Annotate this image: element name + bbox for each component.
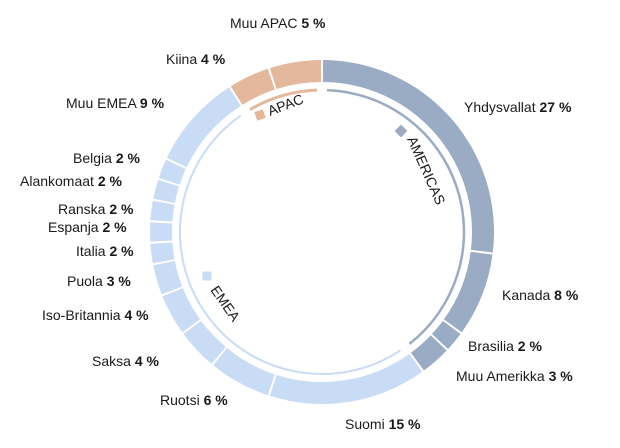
- slice-label-muu-amerikka: Muu Amerikka 3 %: [456, 368, 573, 384]
- slice-puola: [153, 261, 183, 295]
- slice-label-italia: Italia 2 %: [76, 243, 134, 259]
- slice-label-kiina: Kiina 4 %: [166, 51, 226, 67]
- slice-belgia: [158, 159, 186, 185]
- slice-label-name: Muu APAC: [230, 15, 301, 31]
- slice-label-ruotsi: Ruotsi 6 %: [160, 392, 228, 408]
- slice-label-name: Italia: [76, 243, 109, 259]
- slice-label-value: 3 %: [549, 368, 574, 384]
- slice-espanja: [149, 222, 173, 242]
- slice-label-value: 2 %: [98, 173, 123, 189]
- slice-label-name: Iso-Britannia: [42, 307, 124, 323]
- slice-muu-apac: [269, 60, 322, 90]
- slice-label-name: Suomi: [345, 416, 389, 432]
- region-label-emea: EMEA: [208, 283, 244, 325]
- slice-label-name: Yhdysvallat: [464, 99, 539, 115]
- slice-label-value: 8 %: [554, 287, 579, 303]
- slice-iso-britannia: [162, 288, 201, 333]
- slice-label-kanada: Kanada 8 %: [502, 287, 579, 303]
- slice-label-name: Saksa: [92, 353, 135, 369]
- slice-label-value: 4 %: [201, 51, 226, 67]
- slice-label-muu-apac: Muu APAC 5 %: [230, 15, 326, 31]
- slice-label-value: 2 %: [102, 219, 127, 235]
- slice-ranska: [150, 200, 175, 222]
- slice-label-name: Muu Amerikka: [456, 368, 549, 384]
- slice-label-iso-britannia: Iso-Britannia 4 %: [42, 307, 149, 323]
- slice-label-saksa: Saksa 4 %: [92, 353, 159, 369]
- slice-muu-amerikka: [410, 335, 447, 371]
- region-label-americas: AMERICAS: [404, 134, 448, 207]
- slice-label-name: Muu EMEA: [66, 95, 140, 111]
- slice-label-value: 2 %: [109, 201, 134, 217]
- slice-label-value: 5 %: [301, 15, 326, 31]
- slice-kiina: [230, 68, 275, 105]
- slice-group: [149, 60, 494, 405]
- slice-label-name: Espanja: [48, 219, 102, 235]
- slice-label-muu-emea: Muu EMEA 9 %: [66, 95, 165, 111]
- region-marker-americas: [394, 124, 408, 138]
- slice-label-name: Puola: [67, 273, 107, 289]
- slice-label-value: 4 %: [135, 353, 160, 369]
- slice-suomi: [269, 353, 423, 405]
- slice-yhdysvallat: [322, 60, 494, 253]
- slice-italia: [150, 242, 175, 264]
- region-marker-apac: [254, 109, 266, 121]
- slice-label-value: 9 %: [140, 95, 165, 111]
- slice-alankomaat: [153, 179, 180, 203]
- slice-label-value: 6 %: [204, 392, 229, 408]
- slice-label-suomi: Suomi 15 %: [345, 416, 421, 432]
- region-marker-emea: [202, 271, 212, 281]
- slice-label-group: Yhdysvallat 27 % Kanada 8 % Brasilia 2 % Mu…: [20, 15, 579, 432]
- slice-label-name: Kanada: [502, 287, 554, 303]
- region-arc-americas: [326, 88, 466, 345]
- slice-kanada: [443, 251, 493, 333]
- region-arc-group: [178, 88, 466, 375]
- slice-label-name: Brasilia: [468, 338, 518, 354]
- region-arc-apac: [249, 88, 318, 111]
- slice-label-puola: Puola 3 %: [67, 273, 131, 289]
- slice-label-name: Belgia: [73, 150, 116, 166]
- slice-label-value: 27 %: [539, 99, 571, 115]
- slice-label-name: Kiina: [166, 51, 201, 67]
- slice-ruotsi: [213, 348, 275, 396]
- slice-label-value: 2 %: [518, 338, 543, 354]
- slice-label-value: 2 %: [109, 243, 134, 259]
- slice-label-value: 15 %: [389, 416, 421, 432]
- slice-saksa: [183, 320, 226, 364]
- slice-label-alankomaat: Alankomaat 2 %: [20, 173, 123, 189]
- slice-label-name: Ruotsi: [160, 392, 204, 408]
- region-arc-emea: [178, 114, 401, 375]
- slice-brasilia: [431, 320, 461, 349]
- slice-label-brasilia: Brasilia 2 %: [468, 338, 542, 354]
- slice-label-belgia: Belgia 2 %: [73, 150, 140, 166]
- slice-label-ranska: Ranska 2 %: [58, 201, 134, 217]
- slice-label-name: Ranska: [58, 201, 109, 217]
- slice-muu-emea: [166, 87, 241, 168]
- slice-label-value: 3 %: [107, 273, 132, 289]
- slice-label-name: Alankomaat: [20, 173, 98, 189]
- slice-label-espanja: Espanja 2 %: [48, 219, 127, 235]
- slice-label-value: 4 %: [124, 307, 149, 323]
- slice-label-value: 2 %: [116, 150, 141, 166]
- slice-label-yhdysvallat: Yhdysvallat 27 %: [464, 99, 572, 115]
